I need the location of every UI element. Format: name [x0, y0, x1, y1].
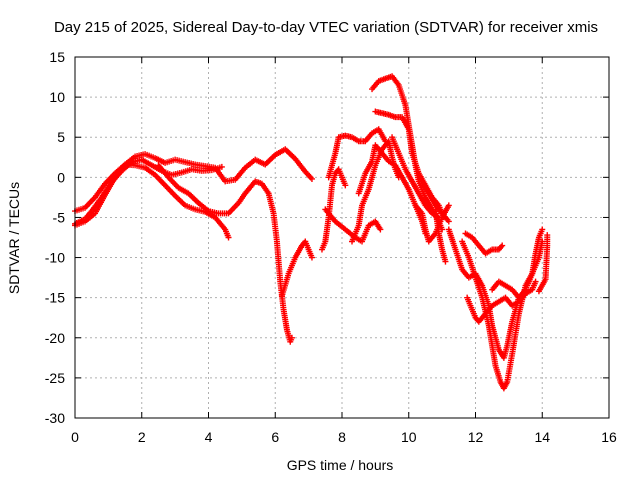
- x-tick-label: 6: [271, 429, 279, 445]
- y-tick-label: -25: [45, 370, 65, 386]
- x-axis-label: GPS time / hours: [287, 457, 394, 473]
- y-tick-label: -5: [53, 209, 66, 225]
- y-tick-label: -20: [45, 330, 65, 346]
- y-tick-label: -10: [45, 250, 65, 266]
- x-tick-label: 12: [468, 429, 484, 445]
- x-tick-label: 8: [338, 429, 346, 445]
- data-point: [308, 175, 315, 182]
- data-point: [445, 218, 452, 225]
- data-point: [288, 334, 295, 341]
- x-tick-label: 14: [534, 429, 550, 445]
- data-point: [225, 234, 232, 241]
- data-point: [377, 226, 384, 233]
- y-tick-label: -30: [45, 410, 65, 426]
- data-point: [532, 278, 539, 285]
- y-tick-label: -15: [45, 290, 65, 306]
- data-point: [442, 258, 449, 265]
- x-tick-label: 2: [138, 429, 146, 445]
- x-tick-label: 10: [401, 429, 417, 445]
- chart-title: Day 215 of 2025, Sidereal Day-to-day VTE…: [54, 19, 598, 36]
- y-tick-label: 5: [57, 129, 65, 145]
- data-point: [544, 232, 551, 239]
- y-axis-ticks: -30 -25 -20 -15 -10 -5 0 5 10 15: [45, 49, 609, 426]
- data-point: [445, 202, 452, 209]
- data-points: [72, 73, 551, 392]
- data-point: [308, 254, 315, 261]
- x-tick-label: 4: [205, 429, 213, 445]
- data-point: [218, 163, 225, 170]
- grid-lines: [75, 57, 609, 418]
- x-tick-label: 16: [601, 429, 617, 445]
- data-point: [499, 242, 506, 249]
- y-axis-label: SDTVAR / TECUs: [6, 182, 22, 294]
- y-tick-label: 10: [49, 89, 65, 105]
- x-tick-label: 0: [71, 429, 79, 445]
- plot-frame: [74, 56, 610, 419]
- data-point: [539, 226, 546, 233]
- data-point: [342, 182, 349, 189]
- y-tick-label: 0: [57, 169, 65, 185]
- y-tick-label: 15: [49, 49, 65, 65]
